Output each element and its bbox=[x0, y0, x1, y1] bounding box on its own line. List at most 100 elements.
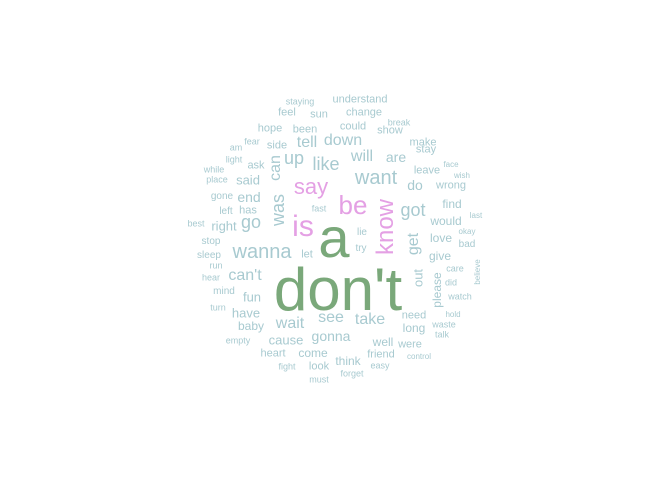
word-change: change bbox=[345, 106, 383, 119]
word-fun: fun bbox=[242, 289, 262, 305]
word-out: out bbox=[410, 268, 426, 288]
word-face: face bbox=[443, 160, 459, 169]
word-up: up bbox=[283, 148, 305, 168]
word-want: want bbox=[354, 167, 398, 189]
word-wrong: wrong bbox=[436, 179, 466, 192]
word-love: love bbox=[429, 231, 453, 245]
word-fight: fight bbox=[278, 361, 296, 372]
word-said: said bbox=[236, 172, 260, 188]
word-let: let bbox=[301, 248, 313, 261]
word-break: break bbox=[387, 117, 411, 128]
word-side: side bbox=[266, 139, 288, 152]
word-think: think bbox=[335, 354, 361, 368]
word-am: am bbox=[229, 142, 243, 153]
word-staying: staying bbox=[285, 96, 315, 107]
word-is: is bbox=[292, 210, 314, 243]
word-long: long bbox=[402, 321, 426, 335]
word-down: down bbox=[323, 132, 363, 149]
word-hope: hope bbox=[257, 122, 283, 135]
word-need: need bbox=[401, 309, 427, 322]
word-empty: empty bbox=[225, 335, 251, 346]
word-hear: hear bbox=[201, 272, 221, 283]
word-believe: believe bbox=[473, 259, 482, 285]
word-run: run bbox=[209, 260, 223, 271]
word-were: were bbox=[398, 338, 422, 351]
word-heart: heart bbox=[260, 347, 286, 360]
word-bad: bad bbox=[458, 239, 476, 250]
word-take: take bbox=[354, 311, 386, 328]
word-light: light bbox=[225, 154, 243, 165]
word-show: show bbox=[377, 124, 403, 137]
word-wish: wish bbox=[453, 171, 471, 180]
word-get: get bbox=[405, 232, 422, 256]
word-know: know bbox=[372, 198, 399, 256]
word-left: left bbox=[219, 206, 233, 217]
word-wanna: wanna bbox=[232, 241, 292, 263]
word-could: could bbox=[339, 120, 367, 133]
word-baby: baby bbox=[237, 319, 265, 333]
word-well: well bbox=[372, 335, 394, 349]
word-has: has bbox=[239, 204, 257, 217]
word-talk: talk bbox=[434, 329, 450, 340]
word-give: give bbox=[428, 249, 452, 263]
word-was: was bbox=[268, 193, 288, 227]
word-last: last bbox=[469, 211, 483, 220]
word-did: did bbox=[444, 277, 458, 288]
word-lie: lie bbox=[356, 227, 368, 238]
word-stop: stop bbox=[201, 236, 221, 247]
word-please: please bbox=[430, 272, 444, 308]
word-fast: fast bbox=[311, 203, 327, 214]
word-say: say bbox=[293, 174, 329, 199]
word-a: a bbox=[318, 206, 350, 269]
word-understand: understand bbox=[332, 93, 388, 106]
word-be: be bbox=[338, 190, 368, 220]
word-best: best bbox=[187, 218, 205, 229]
word-okay: okay bbox=[458, 227, 476, 236]
word-friend: friend bbox=[367, 348, 395, 361]
word-turn: turn bbox=[210, 302, 226, 313]
word-like: like bbox=[312, 154, 340, 174]
word-look: look bbox=[308, 360, 330, 373]
word-ask: ask bbox=[247, 159, 265, 172]
word-see: see bbox=[318, 309, 344, 326]
word-got: got bbox=[400, 200, 426, 220]
word-end: end bbox=[237, 189, 261, 205]
word-come: come bbox=[298, 346, 328, 360]
word-care: care bbox=[446, 263, 464, 274]
word-would: would bbox=[430, 214, 462, 228]
word-sun: sun bbox=[310, 108, 328, 121]
word-watch: watch bbox=[448, 291, 472, 302]
word-fear: fear bbox=[244, 136, 260, 147]
word-leave: leave bbox=[413, 164, 441, 177]
word-must: must bbox=[309, 374, 329, 385]
word-tell: tell bbox=[296, 134, 318, 151]
word-do: do bbox=[407, 177, 423, 193]
word-wait: wait bbox=[275, 315, 305, 332]
word-while: while bbox=[203, 164, 225, 175]
word-find: find bbox=[442, 197, 462, 211]
word-gone: gone bbox=[210, 191, 234, 202]
word-don-t: don't bbox=[273, 256, 403, 323]
word-can-t: can't bbox=[228, 267, 262, 284]
word-have: have bbox=[231, 305, 261, 321]
word-forget: forget bbox=[340, 368, 364, 379]
word-go: go bbox=[240, 212, 262, 232]
word-waste: waste bbox=[432, 319, 456, 330]
word-try: try bbox=[355, 243, 367, 254]
word-will: will bbox=[350, 148, 374, 165]
word-feel: feel bbox=[278, 106, 296, 119]
word-control: control bbox=[406, 352, 432, 361]
word-mind: mind bbox=[213, 286, 235, 297]
word-cause: cause bbox=[268, 332, 304, 348]
word-hold: hold bbox=[445, 310, 461, 319]
word-right: right bbox=[211, 218, 237, 234]
word-place: place bbox=[206, 174, 228, 185]
word-stay: stay bbox=[415, 143, 437, 156]
word-sleep: sleep bbox=[197, 250, 221, 261]
word-are: are bbox=[385, 149, 407, 165]
word-gonna: gonna bbox=[311, 328, 351, 344]
word-easy: easy bbox=[370, 360, 390, 371]
word-make: make bbox=[409, 136, 437, 149]
word-can: can bbox=[267, 155, 284, 181]
